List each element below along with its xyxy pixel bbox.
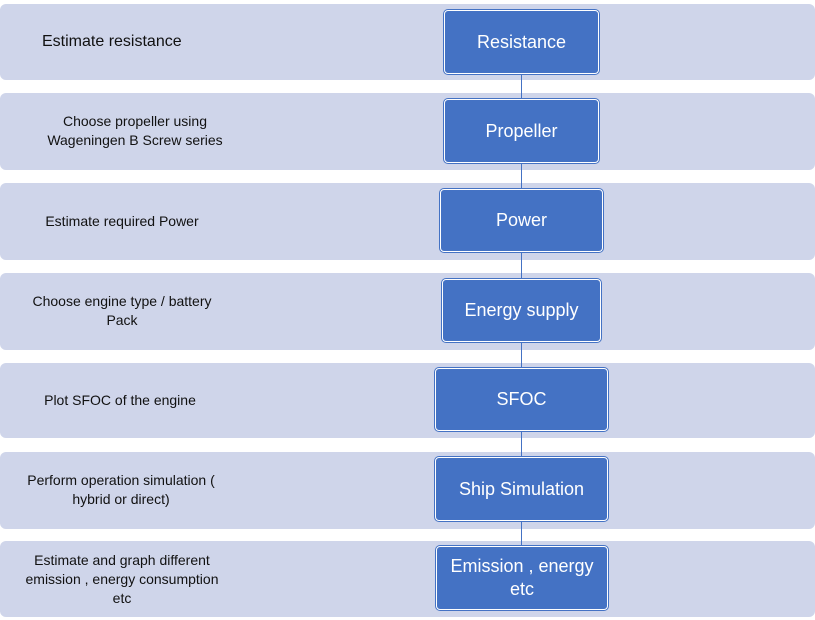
step-band-3 — [0, 183, 815, 260]
node-propeller: Propeller — [444, 99, 599, 163]
step-description-2: Choose propeller using Wageningen B Scre… — [47, 113, 223, 148]
connector-line — [521, 163, 522, 189]
step-description-1: Estimate resistance — [42, 33, 182, 50]
connector-line — [521, 342, 522, 370]
step-description-4: Choose engine type / battery Pack — [32, 293, 212, 328]
connector-line — [521, 252, 522, 279]
connector-line — [521, 431, 522, 457]
step-band-2 — [0, 93, 815, 170]
step-description-3: Estimate required Power — [45, 213, 199, 229]
connector-line — [521, 74, 522, 98]
step-band-1 — [0, 4, 815, 80]
node-power: Power — [440, 189, 603, 252]
node-ship-simulation: Ship Simulation — [435, 457, 608, 521]
node-energy-supply: Energy supply — [442, 279, 601, 342]
connector-line — [521, 521, 522, 547]
node-emission-energy: Emission , energy etc — [436, 546, 608, 610]
step-band-4 — [0, 273, 815, 350]
step-description-5: Plot SFOC of the engine — [44, 392, 196, 408]
step-band-7 — [0, 541, 815, 617]
step-description-7: Estimate and graph different emission , … — [25, 552, 219, 606]
node-resistance: Resistance — [444, 10, 599, 74]
step-description-6: Perform operation simulation ( hybrid or… — [27, 472, 215, 507]
step-band-6 — [0, 452, 815, 529]
step-band-5 — [0, 363, 815, 438]
node-sfoc: SFOC — [435, 368, 608, 431]
